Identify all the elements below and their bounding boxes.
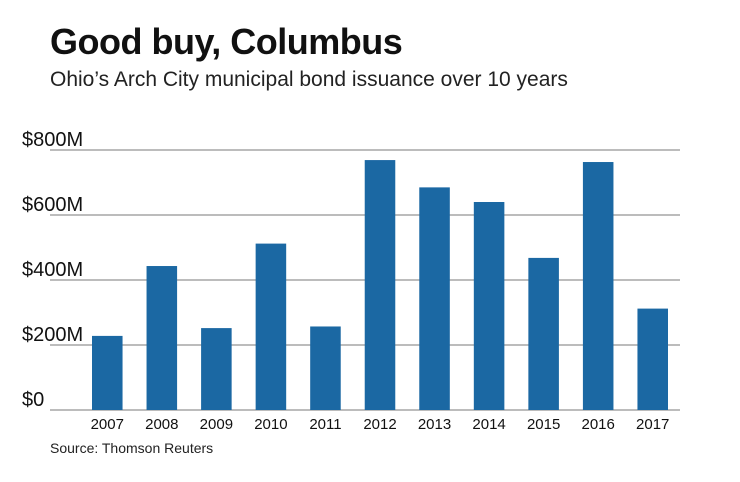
bar-2012 bbox=[364, 160, 396, 410]
y-tick-label: $0 bbox=[22, 389, 44, 411]
bar-2009 bbox=[201, 328, 232, 410]
x-tick-label: 2008 bbox=[145, 416, 178, 433]
bar-2007 bbox=[92, 335, 123, 410]
bar-2016 bbox=[582, 162, 614, 410]
x-axis-ticks: 2007 2008 2009 2010 2011 2012 2013 2014 2015 2016… bbox=[91, 416, 670, 433]
x-tick-label: 2012 bbox=[363, 416, 396, 433]
x-tick-label: 2007 bbox=[91, 416, 124, 433]
bar-2011 bbox=[310, 326, 341, 410]
x-tick-label: 2009 bbox=[200, 416, 233, 433]
bar-2010 bbox=[255, 243, 287, 410]
bar-2015 bbox=[528, 257, 559, 410]
y-tick-label: $800M bbox=[22, 129, 83, 151]
x-tick-label: 2010 bbox=[254, 416, 287, 433]
chart-title: Good buy, Columbus bbox=[50, 21, 403, 62]
y-axis-ticks: $0 $200M $400M $600M $800M bbox=[22, 129, 83, 411]
bar-2014 bbox=[473, 202, 505, 410]
source-note: Source: Thomson Reuters bbox=[50, 440, 214, 456]
x-tick-label: 2014 bbox=[472, 416, 505, 433]
x-tick-label: 2013 bbox=[418, 416, 451, 433]
y-tick-label: $400M bbox=[22, 259, 83, 281]
x-tick-label: 2015 bbox=[527, 416, 560, 433]
bar-2008 bbox=[146, 266, 178, 410]
bar-2013 bbox=[419, 187, 450, 410]
bars bbox=[92, 160, 668, 410]
x-tick-label: 2017 bbox=[636, 416, 669, 433]
chart-subtitle: Ohio’s Arch City municipal bond issuance… bbox=[50, 68, 568, 91]
y-tick-label: $600M bbox=[22, 194, 83, 216]
x-tick-label: 2016 bbox=[581, 416, 614, 433]
y-tick-label: $200M bbox=[22, 324, 83, 346]
x-tick-label: 2011 bbox=[309, 416, 341, 433]
bar-2017 bbox=[637, 308, 668, 410]
